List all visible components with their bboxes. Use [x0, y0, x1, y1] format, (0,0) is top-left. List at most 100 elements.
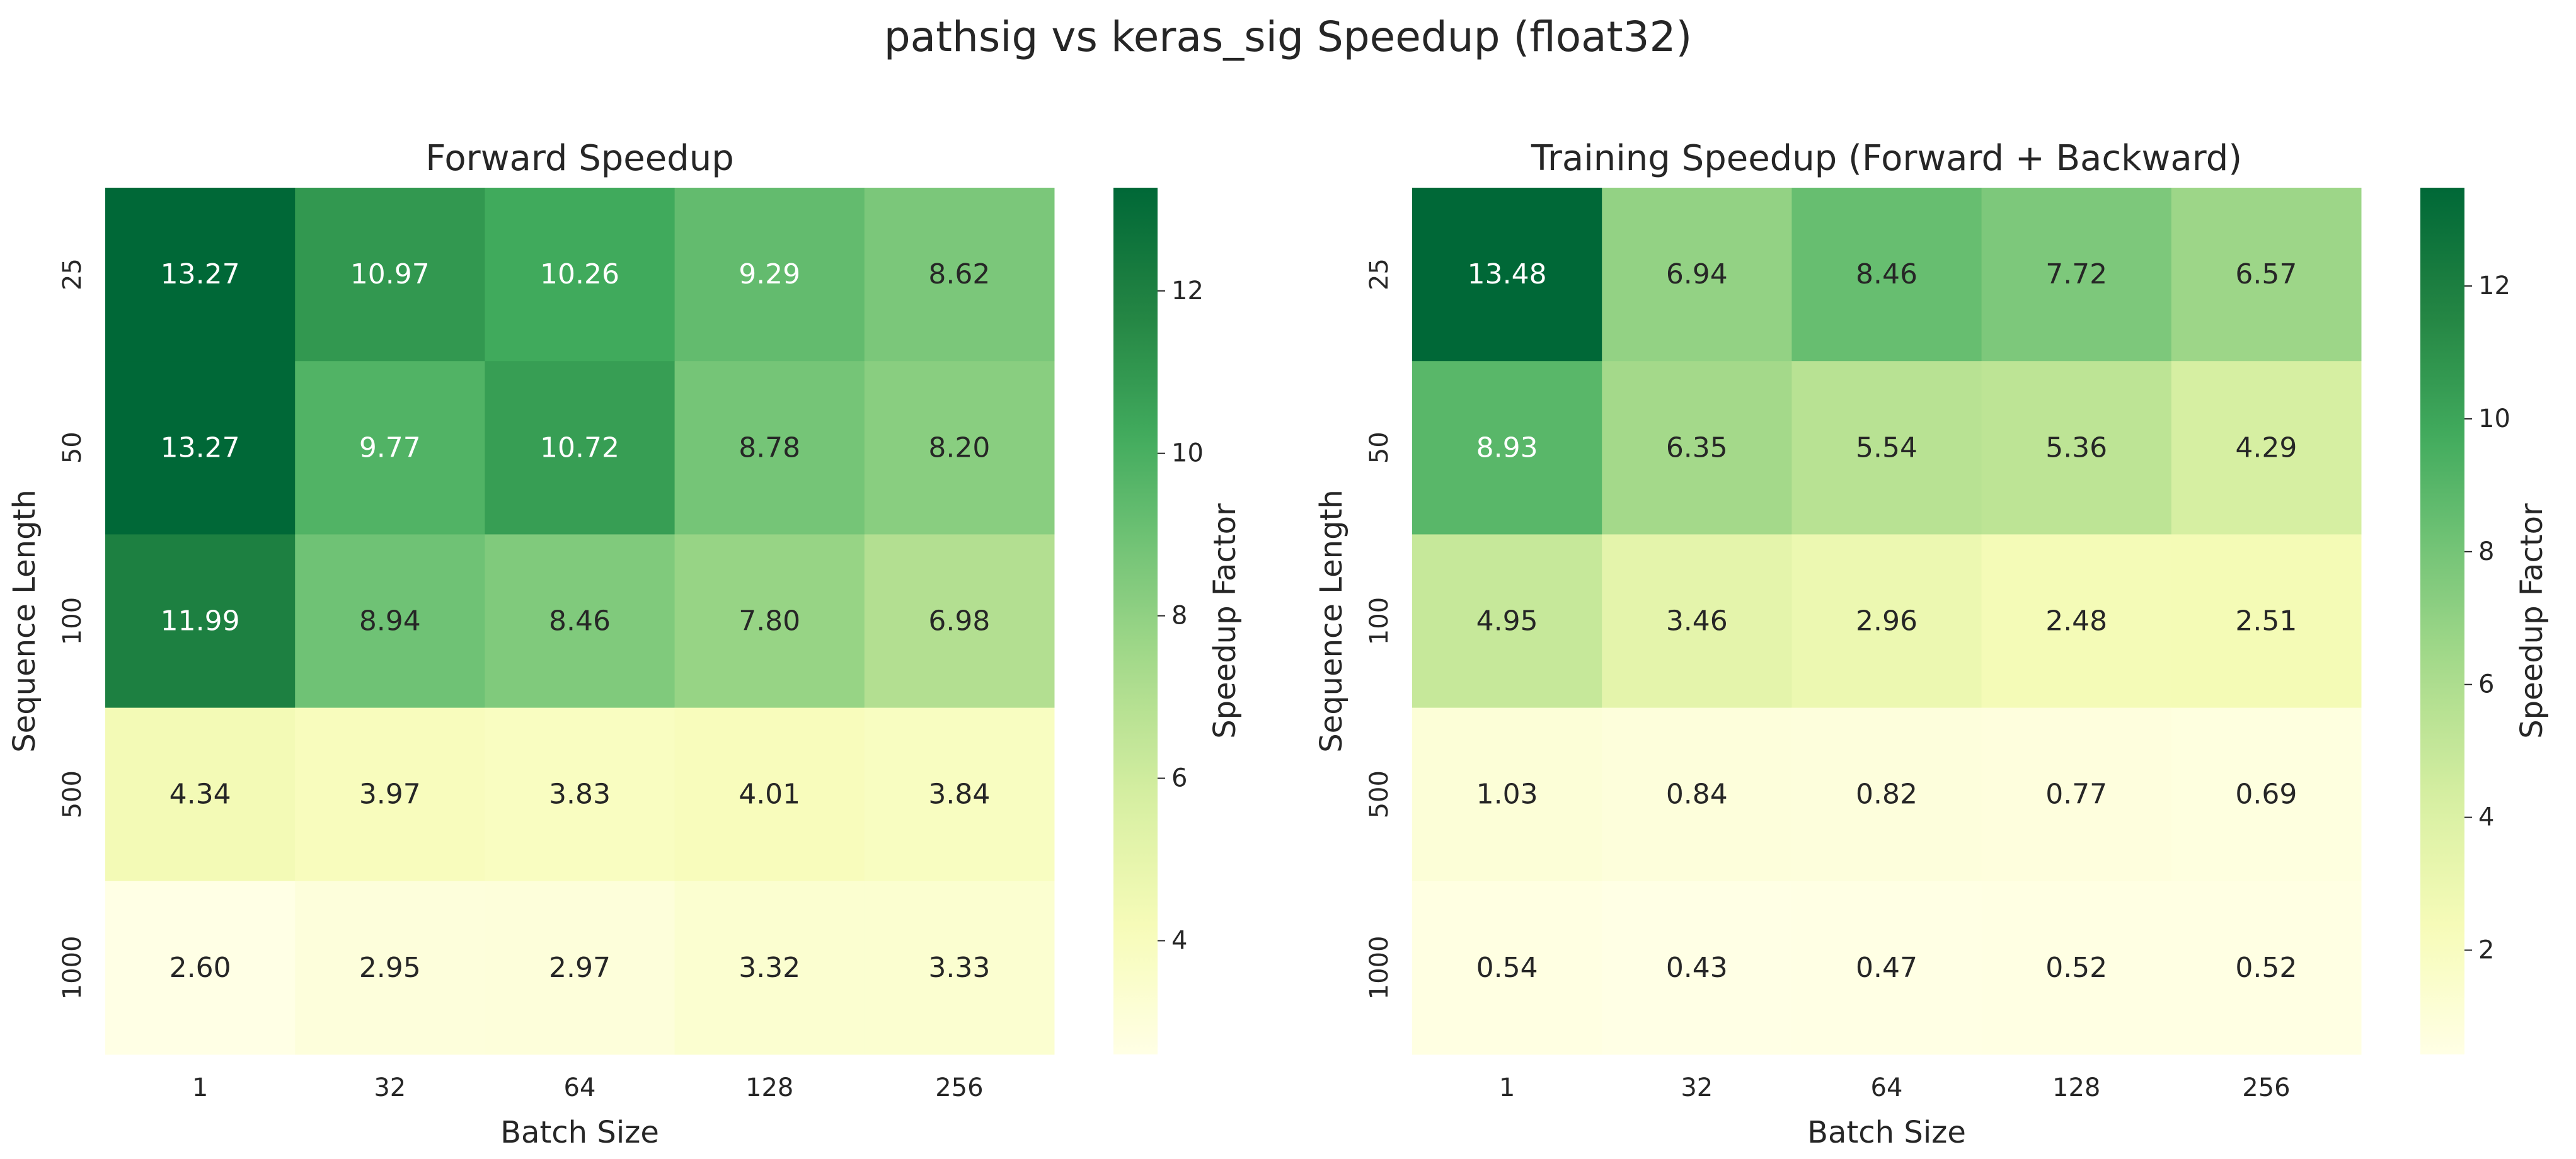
heatmap-cell: [1981, 707, 2172, 882]
heatmap-cell: [105, 707, 296, 882]
y-tick-label: 1000: [1365, 936, 1394, 1000]
cell-value-label: 3.33: [928, 952, 990, 984]
colorbar-tick-label: 8: [1171, 602, 1187, 631]
heatmap-cell: [295, 707, 485, 882]
cell-value-label: 2.95: [359, 952, 421, 984]
heatmap-cell: [485, 707, 676, 882]
heatmap-cell: [105, 534, 296, 709]
colorbar-tick-label: 6: [1171, 764, 1187, 793]
cell-value-label: 9.77: [359, 431, 421, 464]
heatmap-cell: [1981, 534, 2172, 709]
cell-value-label: 0.77: [2045, 779, 2107, 811]
y-tick-label: 50: [1365, 431, 1394, 464]
figure-suptitle: pathsig vs keras_sig Speedup (float32): [883, 13, 1693, 61]
heatmap-cell: [1602, 534, 1792, 709]
colorbar-tick-label: 12: [1171, 277, 1204, 305]
cell-value-label: 10.26: [540, 258, 619, 290]
heatmap-cell: [864, 881, 1055, 1055]
heatmap-cell: [674, 534, 865, 709]
heatmap-cell: [1791, 188, 1982, 362]
cell-value-label: 13.48: [1468, 258, 1547, 290]
x-tick-label: 256: [935, 1073, 983, 1102]
heatmap-cell: [1981, 188, 2172, 362]
heatmap-cell: [674, 881, 865, 1055]
cell-value-label: 0.82: [1856, 779, 1918, 811]
heatmap-cell: [1602, 188, 1792, 362]
colorbar-tick-label: 4: [1171, 926, 1187, 955]
cell-value-label: 5.54: [1856, 431, 1918, 464]
cell-value-label: 0.84: [1666, 779, 1728, 811]
heatmap-cell: [1412, 361, 1602, 535]
y-tick-label: 1000: [58, 936, 87, 1000]
y-tick-label: 100: [58, 597, 87, 645]
cell-value-label: 3.84: [928, 779, 990, 811]
heatmap-cell: [2171, 361, 2362, 535]
heatmap-cell: [864, 361, 1055, 535]
cell-value-label: 7.80: [739, 605, 800, 637]
cell-value-label: 6.35: [1666, 431, 1728, 464]
y-tick-label: 25: [58, 258, 87, 290]
heatmap-cell: [864, 707, 1055, 882]
y-tick-label: 50: [58, 431, 87, 464]
cell-value-label: 8.93: [1476, 431, 1538, 464]
heatmap-cell: [485, 534, 676, 709]
x-tick-label: 1: [1499, 1073, 1515, 1102]
heatmap-cell: [1412, 881, 1602, 1055]
heatmap-cell: [1791, 881, 1982, 1055]
heatmap-cell: [864, 534, 1055, 709]
colorbar-tick-label: 2: [2478, 935, 2494, 964]
x-axis-label: Batch Size: [500, 1115, 659, 1150]
colorbar-tick-label: 12: [2478, 271, 2510, 300]
cell-value-label: 8.46: [1856, 258, 1918, 290]
heatmap-cell: [2171, 188, 2362, 362]
heatmap-cell: [2171, 707, 2362, 882]
heatmap-cell: [1412, 188, 1602, 362]
x-axis-label: Batch Size: [1807, 1115, 1966, 1150]
heatmap-cell: [1412, 707, 1602, 882]
cell-value-label: 7.72: [2045, 258, 2107, 290]
cell-value-label: 2.51: [2235, 605, 2297, 637]
y-axis-label: Sequence Length: [7, 489, 42, 753]
heatmap-cell: [1981, 881, 2172, 1055]
heatmap-cell: [1791, 707, 1982, 882]
x-tick-label: 32: [374, 1073, 406, 1102]
heatmap-cell: [2171, 534, 2362, 709]
cell-value-label: 0.47: [1856, 952, 1918, 984]
cell-value-label: 2.60: [170, 952, 231, 984]
cell-value-label: 2.97: [549, 952, 611, 984]
cell-value-label: 2.48: [2045, 605, 2107, 637]
cell-value-label: 11.99: [161, 605, 240, 637]
heatmap-cell: [105, 881, 296, 1055]
heatmap-cell: [485, 881, 676, 1055]
y-axis-label: Sequence Length: [1314, 489, 1349, 753]
y-tick-label: 500: [1365, 770, 1394, 818]
heatmap-cell: [1602, 881, 1792, 1055]
heatmap-cell: [1602, 361, 1792, 535]
cell-value-label: 3.32: [739, 952, 800, 984]
cell-value-label: 9.29: [739, 258, 800, 290]
cell-value-label: 6.57: [2235, 258, 2297, 290]
heatmap-cell: [295, 534, 485, 709]
x-tick-label: 128: [2052, 1073, 2100, 1102]
cell-value-label: 10.72: [540, 431, 619, 464]
cell-value-label: 4.01: [739, 779, 800, 811]
heatmap-cell: [105, 188, 296, 362]
cell-value-label: 0.54: [1476, 952, 1538, 984]
cell-value-label: 10.97: [350, 258, 430, 290]
cell-value-label: 3.46: [1666, 605, 1728, 637]
y-tick-label: 25: [1365, 258, 1394, 290]
heatmap-cell: [485, 361, 676, 535]
colorbar-label: Speedup Factor: [1207, 503, 1243, 739]
heatmap-cell: [485, 188, 676, 362]
x-tick-label: 64: [564, 1073, 596, 1102]
x-tick-label: 256: [2242, 1073, 2290, 1102]
colorbar-tick-label: 4: [2478, 803, 2494, 832]
heatmap-cell: [674, 361, 865, 535]
colorbar-tick-label: 8: [2478, 537, 2494, 566]
heatmap-cell: [1981, 361, 2172, 535]
heatmap-cell: [295, 361, 485, 535]
x-tick-label: 64: [1871, 1073, 1903, 1102]
